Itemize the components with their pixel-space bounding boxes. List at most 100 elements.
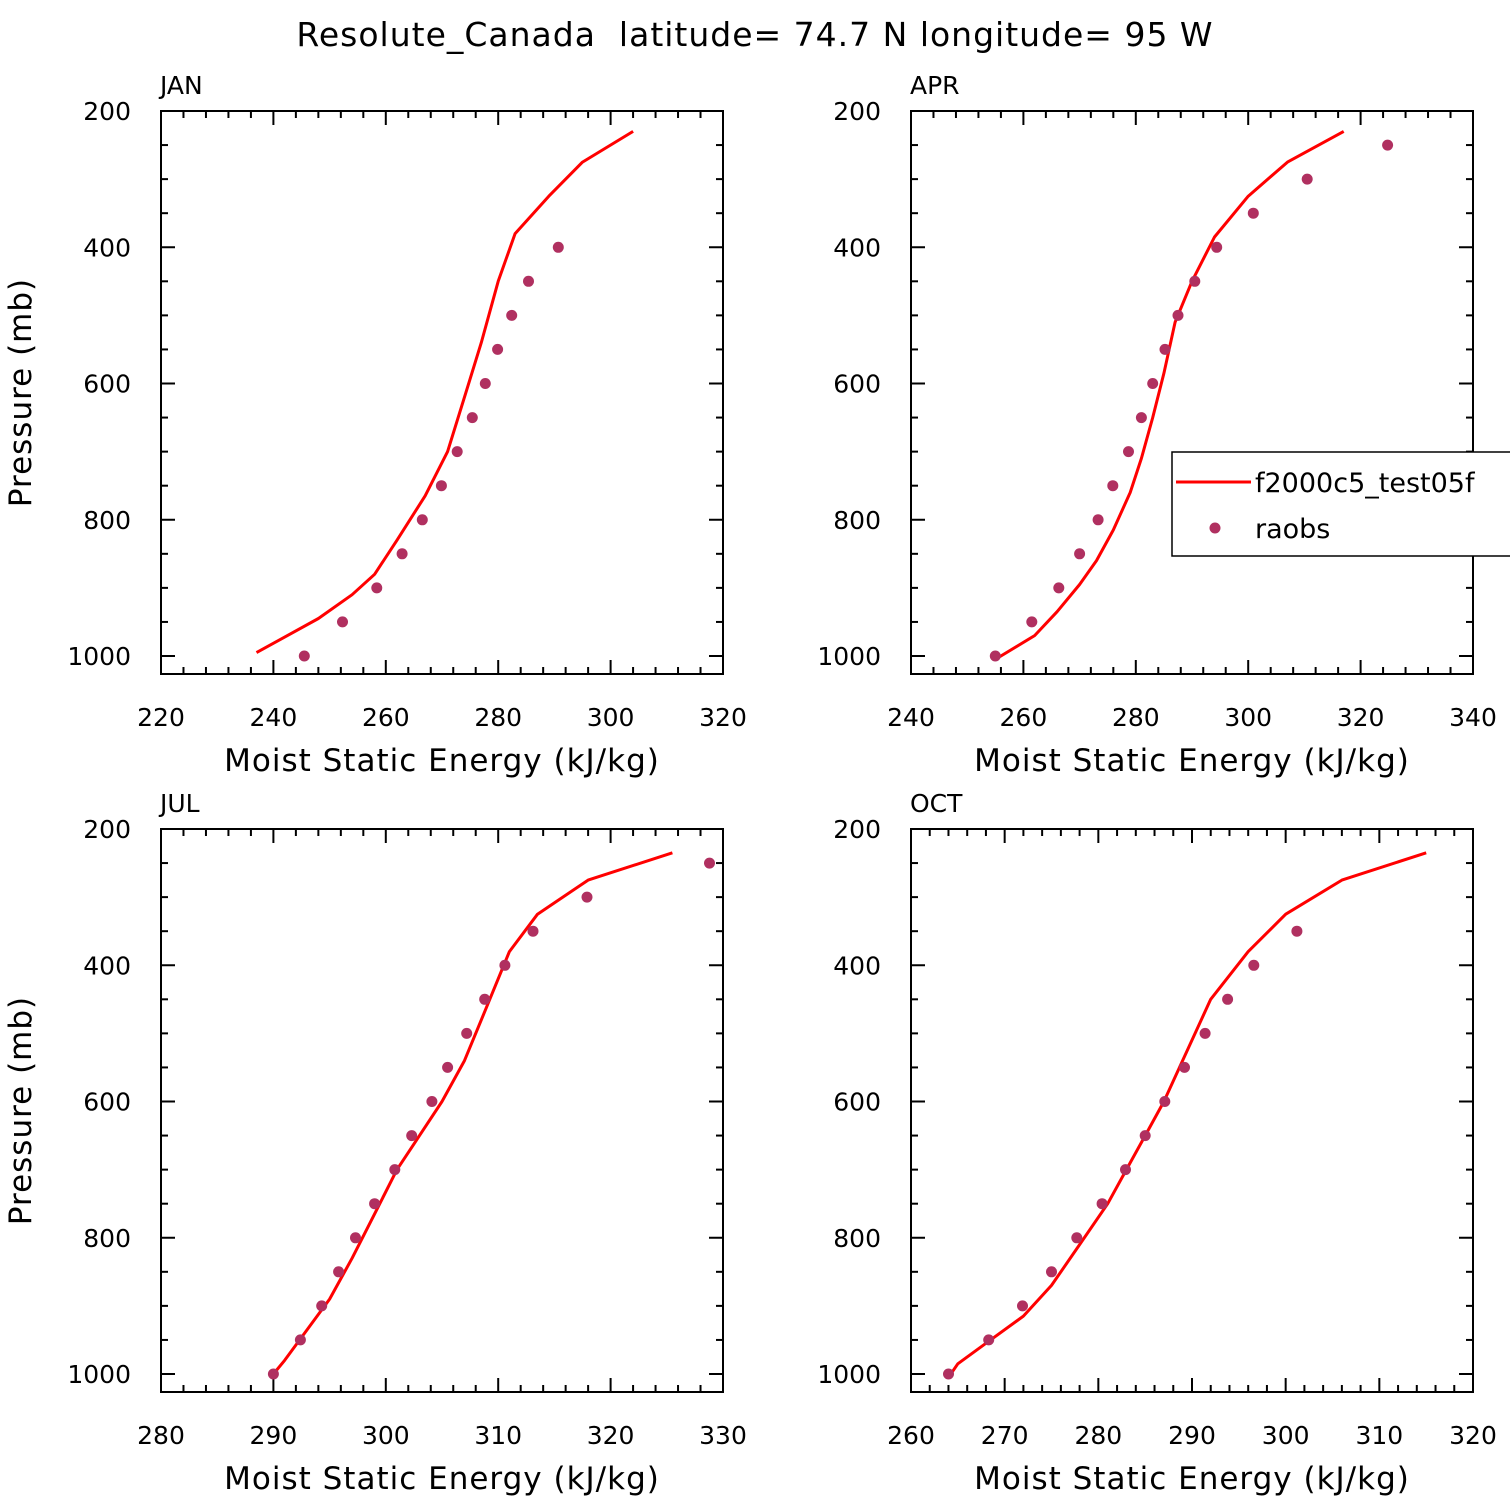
series-point — [461, 1027, 473, 1039]
series-point — [1123, 446, 1134, 458]
x-tick-label: 340 — [1449, 703, 1497, 732]
series-point — [466, 412, 478, 424]
y-tick-label: 800 — [833, 1224, 881, 1253]
plot-frame — [910, 110, 1474, 675]
panel-jul: 280 290 300 310 320 330 200 400 600 800 1000 Moist … — [3, 789, 747, 1497]
series-point — [1026, 616, 1038, 628]
series-point — [1139, 1130, 1151, 1142]
x-tick-label: 270 — [981, 1421, 1029, 1450]
series-point — [943, 1368, 954, 1380]
series-point — [1222, 993, 1234, 1005]
x-tick-label: 220 — [137, 703, 185, 732]
series-point — [1107, 480, 1119, 492]
series-point — [1211, 241, 1223, 253]
series-point — [1247, 207, 1259, 219]
y-tick-label: 1000 — [817, 642, 881, 671]
series-point — [451, 446, 463, 458]
x-tick-label: 320 — [699, 703, 747, 732]
series-point — [396, 548, 408, 560]
series-point — [1147, 378, 1159, 389]
y-tick-label: 600 — [83, 370, 131, 399]
y-tick-label: 1000 — [67, 1360, 131, 1389]
series-point — [1074, 548, 1086, 560]
x-tick-label: 310 — [1355, 1421, 1403, 1450]
x-tick-label: 300 — [1262, 1421, 1310, 1450]
series-point — [989, 650, 1001, 662]
x-axis-title: Moist Static Energy (kJ/kg) — [224, 1461, 660, 1497]
series-line — [947, 851, 1427, 1379]
x-tick-label: 300 — [1224, 703, 1272, 732]
y-tick-label: 400 — [83, 951, 131, 980]
x-tick-label: 280 — [474, 703, 522, 732]
y-tick-label: 600 — [833, 370, 881, 399]
panel-label: OCT — [910, 789, 963, 818]
series-point — [1382, 139, 1394, 151]
x-tick-label: 240 — [250, 703, 298, 732]
y-tick-label: 800 — [833, 506, 881, 535]
legend-box — [1171, 451, 1510, 557]
series-point — [704, 857, 715, 869]
series-line — [994, 130, 1345, 661]
x-tick-label: 280 — [137, 1421, 185, 1450]
plot-frame — [910, 828, 1474, 1393]
y-tick-label: 800 — [83, 1224, 131, 1253]
x-tick-label: 290 — [1168, 1421, 1216, 1450]
y-tick-label: 200 — [833, 97, 881, 126]
series-point — [506, 309, 518, 321]
y-tick-label: 400 — [83, 233, 131, 262]
y-tick-label: 800 — [83, 506, 131, 535]
x-axis-title: Moist Static Energy (kJ/kg) — [224, 743, 660, 779]
series-point — [1248, 959, 1260, 971]
panel-label: APR — [910, 71, 960, 100]
y-tick-label: 600 — [83, 1088, 131, 1117]
series-point — [369, 1198, 381, 1210]
series-point — [1159, 1096, 1171, 1107]
x-tick-label: 240 — [887, 703, 935, 732]
series-point — [1017, 1300, 1028, 1312]
x-tick-label: 260 — [887, 1421, 935, 1450]
x-axis-title: Moist Static Energy (kJ/kg) — [974, 1461, 1410, 1497]
x-tick-label: 300 — [362, 1421, 410, 1450]
series-point — [1301, 173, 1313, 185]
y-tick-label: 400 — [833, 233, 881, 262]
x-tick-label: 300 — [587, 703, 635, 732]
series-point — [337, 616, 348, 628]
panel-apr: 240 260 280 300 320 340 200 400 600 800 1000 Moist … — [817, 71, 1496, 779]
y-axis-title: Pressure (mb) — [3, 996, 39, 1225]
panels: 220 240 260 280 300 320 200 400 600 800 1000 Moist … — [3, 71, 1497, 1497]
legend-marker-swatch — [1209, 522, 1221, 534]
series-line — [255, 130, 634, 654]
y-tick-label: 200 — [833, 815, 881, 844]
series-point — [294, 1334, 306, 1346]
series-point — [1172, 309, 1184, 321]
plot-frame — [160, 110, 724, 675]
series-point — [1096, 1198, 1108, 1210]
x-tick-label: 260 — [1000, 703, 1048, 732]
series-point — [435, 480, 447, 492]
panel-label: JUL — [158, 789, 200, 818]
x-tick-label: 280 — [1112, 703, 1160, 732]
x-tick-label: 280 — [1074, 1421, 1122, 1450]
series-point — [389, 1164, 401, 1176]
series-point — [552, 241, 564, 253]
series-point — [527, 925, 539, 937]
series-point — [499, 959, 511, 971]
y-tick-label: 600 — [833, 1088, 881, 1117]
panel-jan: 220 240 260 280 300 320 200 400 600 800 1000 Moist … — [3, 71, 747, 779]
series-point — [406, 1130, 418, 1142]
y-tick-label: 200 — [83, 97, 131, 126]
series-line — [272, 851, 673, 1375]
y-tick-label: 200 — [83, 815, 131, 844]
plot-frame — [160, 828, 724, 1393]
series-point — [426, 1096, 438, 1107]
series-point — [267, 1368, 279, 1380]
x-tick-label: 310 — [474, 1421, 522, 1450]
figure-title: Resolute_Canada latitude= 74.7 N longitu… — [296, 15, 1213, 54]
series-point — [1046, 1266, 1057, 1278]
series-point — [1189, 275, 1201, 287]
series-point — [523, 275, 534, 287]
legend: f2000c5_test05f raobs — [1171, 451, 1510, 557]
series-point — [298, 650, 310, 662]
y-tick-label: 400 — [833, 951, 881, 980]
